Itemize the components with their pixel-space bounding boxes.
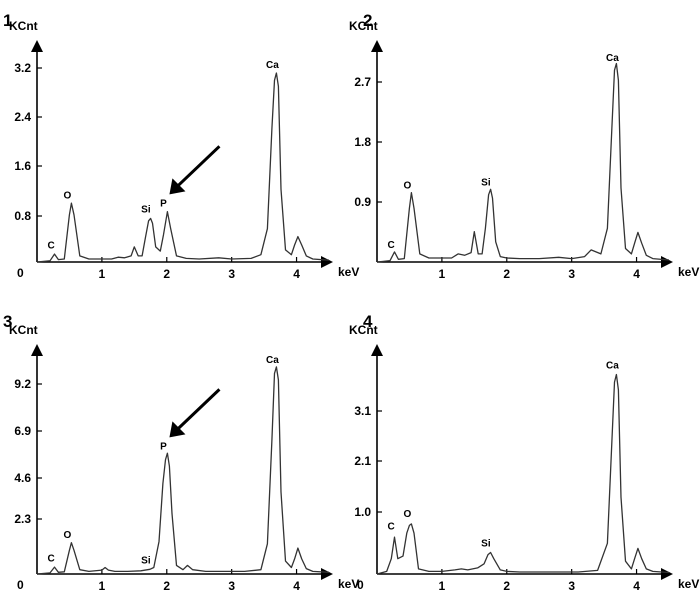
peak-label-si: Si (141, 556, 151, 567)
y-axis-arrowhead (31, 40, 43, 52)
peak-label-ca: Ca (266, 355, 279, 366)
peak-label-ca: Ca (606, 53, 619, 64)
x-axis-unit-label: keV (678, 577, 699, 591)
peak-label-o: O (64, 530, 72, 541)
y-tick-label: 0.8 (14, 209, 31, 223)
panel-number: 1 (3, 11, 12, 30)
y-tick-label: 1.8 (354, 135, 371, 149)
panel-number: 3 (3, 312, 12, 331)
y-tick-zero-label: 0 (17, 578, 24, 592)
y-tick-label: 0.9 (354, 195, 371, 209)
x-tick-label: 1 (439, 579, 446, 593)
x-axis-arrowhead (661, 568, 673, 580)
peak-label-si: Si (481, 177, 491, 188)
y-tick-zero-label: 0 (357, 578, 364, 592)
x-tick-label: 4 (293, 579, 300, 593)
x-tick-label: 3 (568, 267, 575, 281)
y-tick-label: 3.2 (14, 61, 31, 75)
peak-label-c: C (48, 554, 55, 565)
annotation-arrow-shaft (177, 145, 221, 187)
x-tick-label: 2 (503, 579, 510, 593)
y-tick-label: 1.6 (14, 159, 31, 173)
spectrum-line (36, 366, 330, 575)
peak-label-c: C (388, 522, 395, 533)
x-tick-label: 2 (163, 579, 170, 593)
y-tick-zero-label: 0 (17, 266, 24, 280)
annotation-arrow-shaft (177, 388, 221, 430)
y-tick-label: 2.1 (354, 454, 371, 468)
x-axis-arrowhead (321, 568, 333, 580)
x-axis-arrowhead (321, 256, 333, 268)
peak-label-o: O (404, 509, 412, 520)
x-tick-label: 3 (568, 579, 575, 593)
x-tick-label: 3 (228, 267, 235, 281)
y-axis-arrowhead (371, 40, 383, 52)
y-tick-label: 3.1 (354, 404, 371, 418)
spectrum-line (376, 62, 670, 263)
annotation-arrow-head (169, 178, 186, 195)
x-tick-label: 2 (503, 267, 510, 281)
peak-label-si: Si (141, 204, 151, 215)
y-axis-unit-label: KCnt (349, 19, 378, 33)
y-axis-unit-label: KCnt (9, 323, 38, 337)
x-tick-label: 2 (163, 267, 170, 281)
peak-label-c: C (388, 240, 395, 251)
x-tick-label: 1 (99, 267, 106, 281)
peak-label-c: C (48, 241, 55, 252)
x-tick-label: 4 (633, 579, 640, 593)
annotation-arrow-head (169, 421, 186, 438)
spectrum-line (376, 373, 670, 575)
y-tick-label: 2.7 (354, 75, 371, 89)
peak-label-si: Si (481, 539, 491, 550)
peak-label-ca: Ca (606, 360, 619, 371)
y-tick-label: 2.3 (14, 512, 31, 526)
peak-label-o: O (64, 190, 72, 201)
panel-number: 4 (363, 312, 373, 331)
y-tick-label: 4.6 (14, 471, 31, 485)
y-tick-label: 6.9 (14, 424, 31, 438)
peak-label-p: P (160, 441, 167, 452)
x-tick-label: 4 (633, 267, 640, 281)
y-tick-label: 2.4 (14, 110, 31, 124)
y-axis-unit-label: KCnt (349, 323, 378, 337)
y-axis-arrowhead (31, 344, 43, 356)
y-axis-arrowhead (371, 344, 383, 356)
x-axis-unit-label: keV (338, 265, 359, 279)
peak-label-o: O (404, 181, 412, 192)
x-tick-label: 4 (293, 267, 300, 281)
x-tick-label: 3 (228, 579, 235, 593)
x-tick-label: 1 (99, 579, 106, 593)
x-axis-unit-label: keV (338, 577, 359, 591)
y-axis-unit-label: KCnt (9, 19, 38, 33)
x-axis-arrowhead (661, 256, 673, 268)
y-tick-label: 9.2 (14, 377, 31, 391)
panel-number: 2 (363, 11, 372, 30)
peak-label-ca: Ca (266, 60, 279, 71)
x-axis-unit-label: keV (678, 265, 699, 279)
x-tick-label: 1 (439, 267, 446, 281)
peak-label-p: P (160, 198, 167, 209)
y-tick-label: 1.0 (354, 505, 371, 519)
spectrum-line (36, 72, 330, 263)
